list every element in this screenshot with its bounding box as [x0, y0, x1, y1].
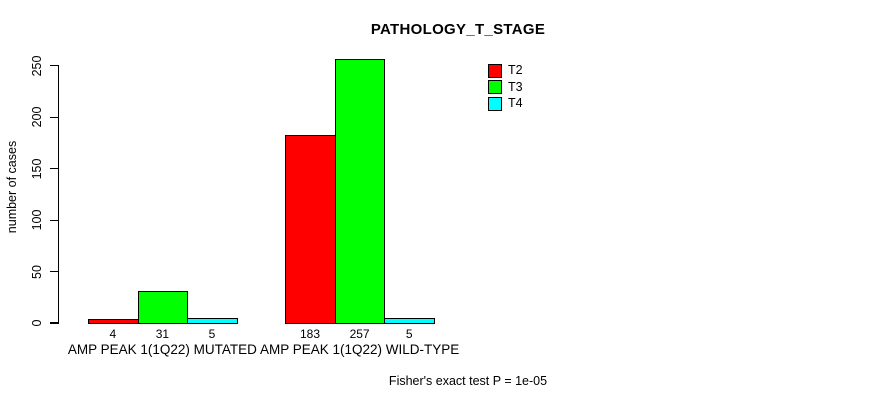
y-axis-line [58, 65, 60, 324]
bar-value-label: 31 [155, 326, 170, 341]
y-axis-label-text: number of cases [5, 140, 19, 234]
legend-color-swatch [488, 96, 502, 111]
legend-item-t3: T3 [488, 80, 523, 95]
y-axis-tick-label-text: 250 [30, 55, 44, 77]
x-axis-category-label-1: AMP PEAK 1(1Q22) MUTATED [67, 341, 257, 357]
y-axis-tick [50, 168, 60, 170]
bar-t4-group2 [384, 317, 435, 324]
bar-value-label: 4 [109, 326, 117, 341]
x-axis-category-label-2: AMP PEAK 1(1Q22) WILD-TYPE [259, 341, 460, 357]
y-axis-tick-label-text: 150 [30, 158, 44, 180]
bar-value-label: 5 [405, 326, 413, 341]
legend-item-t4: T4 [488, 96, 523, 111]
y-axis-tick [50, 116, 60, 118]
chart-title: PATHOLOGY_T_STAGE [370, 21, 546, 38]
legend-color-swatch [488, 80, 502, 94]
bar-t2-group2 [285, 134, 336, 324]
y-axis-tick [50, 219, 60, 221]
y-axis-tick-label-text: 200 [30, 106, 44, 128]
y-axis-tick-label-text: 100 [30, 209, 44, 231]
legend-color-swatch [488, 63, 502, 78]
bar-t3-group2 [334, 58, 386, 324]
y-axis-tick-label-text: 50 [30, 264, 44, 279]
y-axis-tick [50, 322, 60, 324]
bar-value-label: 5 [208, 326, 216, 341]
bar-t3-group1 [137, 291, 189, 324]
bar-value-label: 257 [349, 326, 370, 341]
bar-t4-group1 [187, 317, 238, 324]
legend-item-t2: T2 [488, 63, 523, 78]
y-axis-tick-label-text: 0 [30, 319, 44, 327]
legend-item-label: T3 [508, 79, 523, 94]
legend-item-label: T4 [508, 96, 523, 110]
y-axis-tick [50, 270, 60, 273]
legend-item-label: T2 [508, 63, 523, 77]
statistical-test-footnote: Fisher's exact test P = 1e-05 [388, 374, 548, 388]
legend: T2 T3 T4 [488, 63, 523, 111]
y-axis-tick [50, 65, 60, 67]
bar-value-label: 183 [299, 326, 321, 341]
bar-t2-group1 [88, 318, 139, 324]
